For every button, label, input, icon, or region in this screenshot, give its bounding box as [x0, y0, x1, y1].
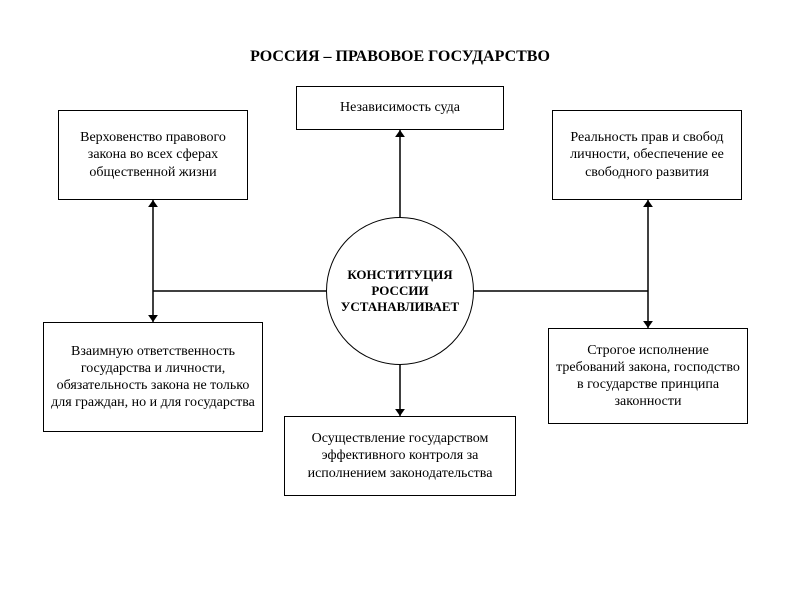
node-top: Независимость суда — [296, 86, 504, 130]
center-node: КОНСТИТУЦИЯ РОССИИ УСТАНАВЛИВАЕТ — [326, 217, 474, 365]
center-node-label: КОНСТИТУЦИЯ РОССИИ УСТАНАВЛИВАЕТ — [337, 267, 463, 316]
node-bottom: Осуществление государством эффективного … — [284, 416, 516, 496]
node-bottom-left: Взаимную ответственность государства и л… — [43, 322, 263, 432]
node-bottom-label: Осуществление государством эффективного … — [291, 430, 509, 481]
node-top-right-label: Реальность прав и свобод личности, обесп… — [559, 129, 735, 180]
node-top-left: Верховенство правового закона во всех сф… — [58, 110, 248, 200]
node-top-left-label: Верховенство правового закона во всех сф… — [65, 129, 241, 180]
node-bottom-right: Строгое исполнение требований закона, го… — [548, 328, 748, 424]
diagram-title: РОССИЯ – ПРАВОВОЕ ГОСУДАРСТВО — [0, 48, 800, 66]
node-top-label: Независимость суда — [340, 99, 460, 116]
diagram-root: РОССИЯ – ПРАВОВОЕ ГОСУДАРСТВО Независимо… — [0, 0, 800, 600]
node-bottom-right-label: Строгое исполнение требований закона, го… — [555, 342, 741, 410]
node-bottom-left-label: Взаимную ответственность государства и л… — [50, 343, 256, 411]
node-top-right: Реальность прав и свобод личности, обесп… — [552, 110, 742, 200]
